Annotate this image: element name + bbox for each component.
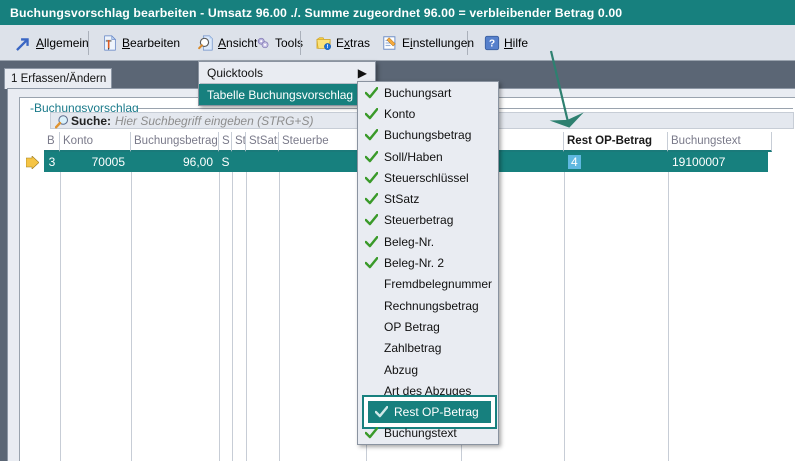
svg-text:?: ? — [489, 39, 495, 50]
